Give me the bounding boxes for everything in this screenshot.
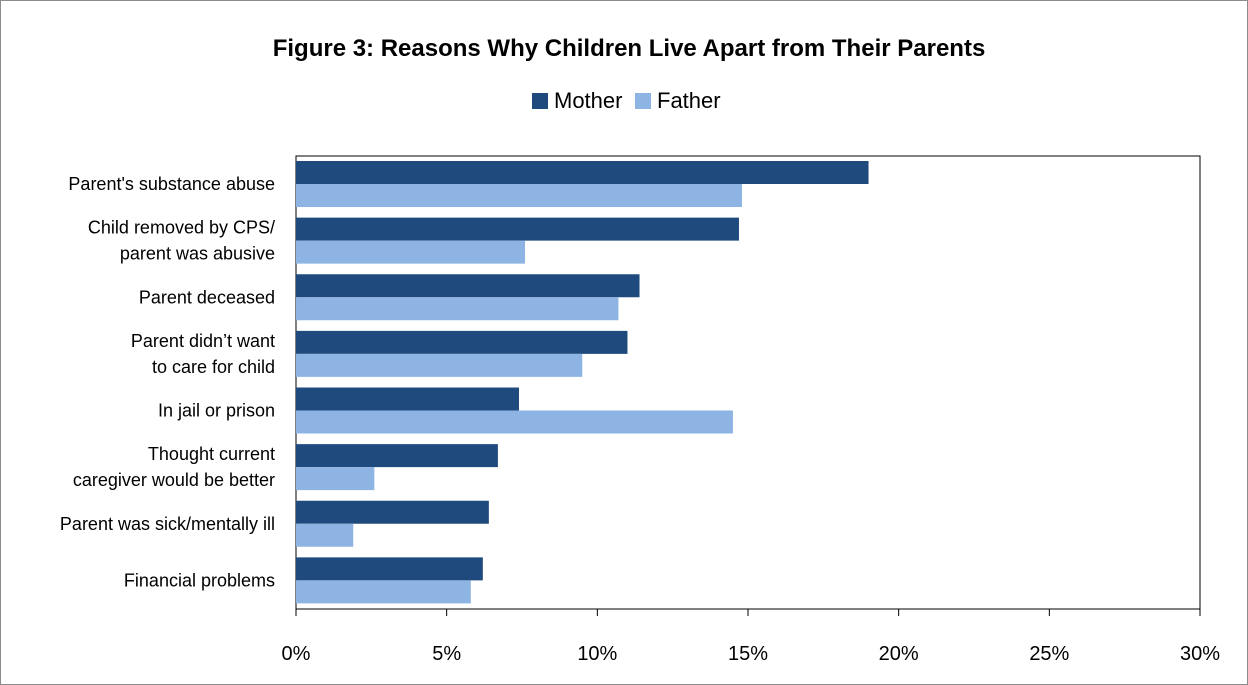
- bar-father-2: [296, 297, 619, 321]
- bar-mother-4: [296, 387, 519, 411]
- chart-title: Figure 3: Reasons Why Children Live Apar…: [273, 35, 986, 62]
- bar-father-3: [296, 353, 583, 377]
- bar-mother-6: [296, 500, 489, 524]
- category-label-3-0: Parent didn’t want: [131, 331, 275, 351]
- bar-mother-3: [296, 330, 628, 354]
- bar-father-0: [296, 184, 742, 207]
- bar-mother-1: [296, 217, 739, 241]
- legend-label-father: Father: [657, 88, 721, 113]
- x-tick-label-1: 5%: [432, 643, 461, 665]
- bars: [296, 161, 869, 604]
- legend-swatch-mother: [532, 93, 548, 109]
- category-label-1-1: parent was abusive: [120, 244, 275, 264]
- category-labels: Parent's substance abuse Child removed by…: [60, 174, 275, 590]
- legend: Mother Father: [532, 88, 721, 113]
- bar-mother-0: [296, 161, 869, 184]
- bar-father-4: [296, 410, 733, 434]
- bar-mother-2: [296, 274, 640, 298]
- x-tick-label-4: 20%: [879, 643, 919, 665]
- x-tick-label-0: 0%: [282, 643, 311, 665]
- category-label-4-0: In jail or prison: [158, 401, 275, 421]
- category-label-5-1: caregiver would be better: [73, 470, 275, 490]
- bar-mother-7: [296, 557, 483, 581]
- x-tick-label-2: 10%: [577, 643, 617, 665]
- category-label-3-1: to care for child: [152, 357, 275, 377]
- legend-swatch-father: [635, 93, 651, 109]
- category-label-0-0: Parent's substance abuse: [68, 174, 275, 194]
- x-axis: 0% 5% 10% 15% 20% 25% 30%: [282, 608, 1220, 665]
- bar-father-7: [296, 580, 471, 604]
- x-tick-label-3: 15%: [728, 643, 768, 665]
- bar-mother-5: [296, 444, 498, 468]
- category-label-1-0: Child removed by CPS/: [88, 218, 275, 238]
- category-label-6-0: Parent was sick/mentally ill: [60, 514, 275, 534]
- bar-father-1: [296, 240, 526, 264]
- bar-father-6: [296, 523, 354, 547]
- legend-label-mother: Mother: [554, 88, 622, 113]
- category-label-7-0: Financial problems: [124, 570, 275, 590]
- category-label-5-0: Thought current: [148, 444, 275, 464]
- x-tick-label-6: 30%: [1180, 643, 1220, 665]
- x-tick-label-5: 25%: [1029, 643, 1069, 665]
- bar-father-5: [296, 467, 375, 491]
- category-label-2-0: Parent deceased: [139, 287, 275, 307]
